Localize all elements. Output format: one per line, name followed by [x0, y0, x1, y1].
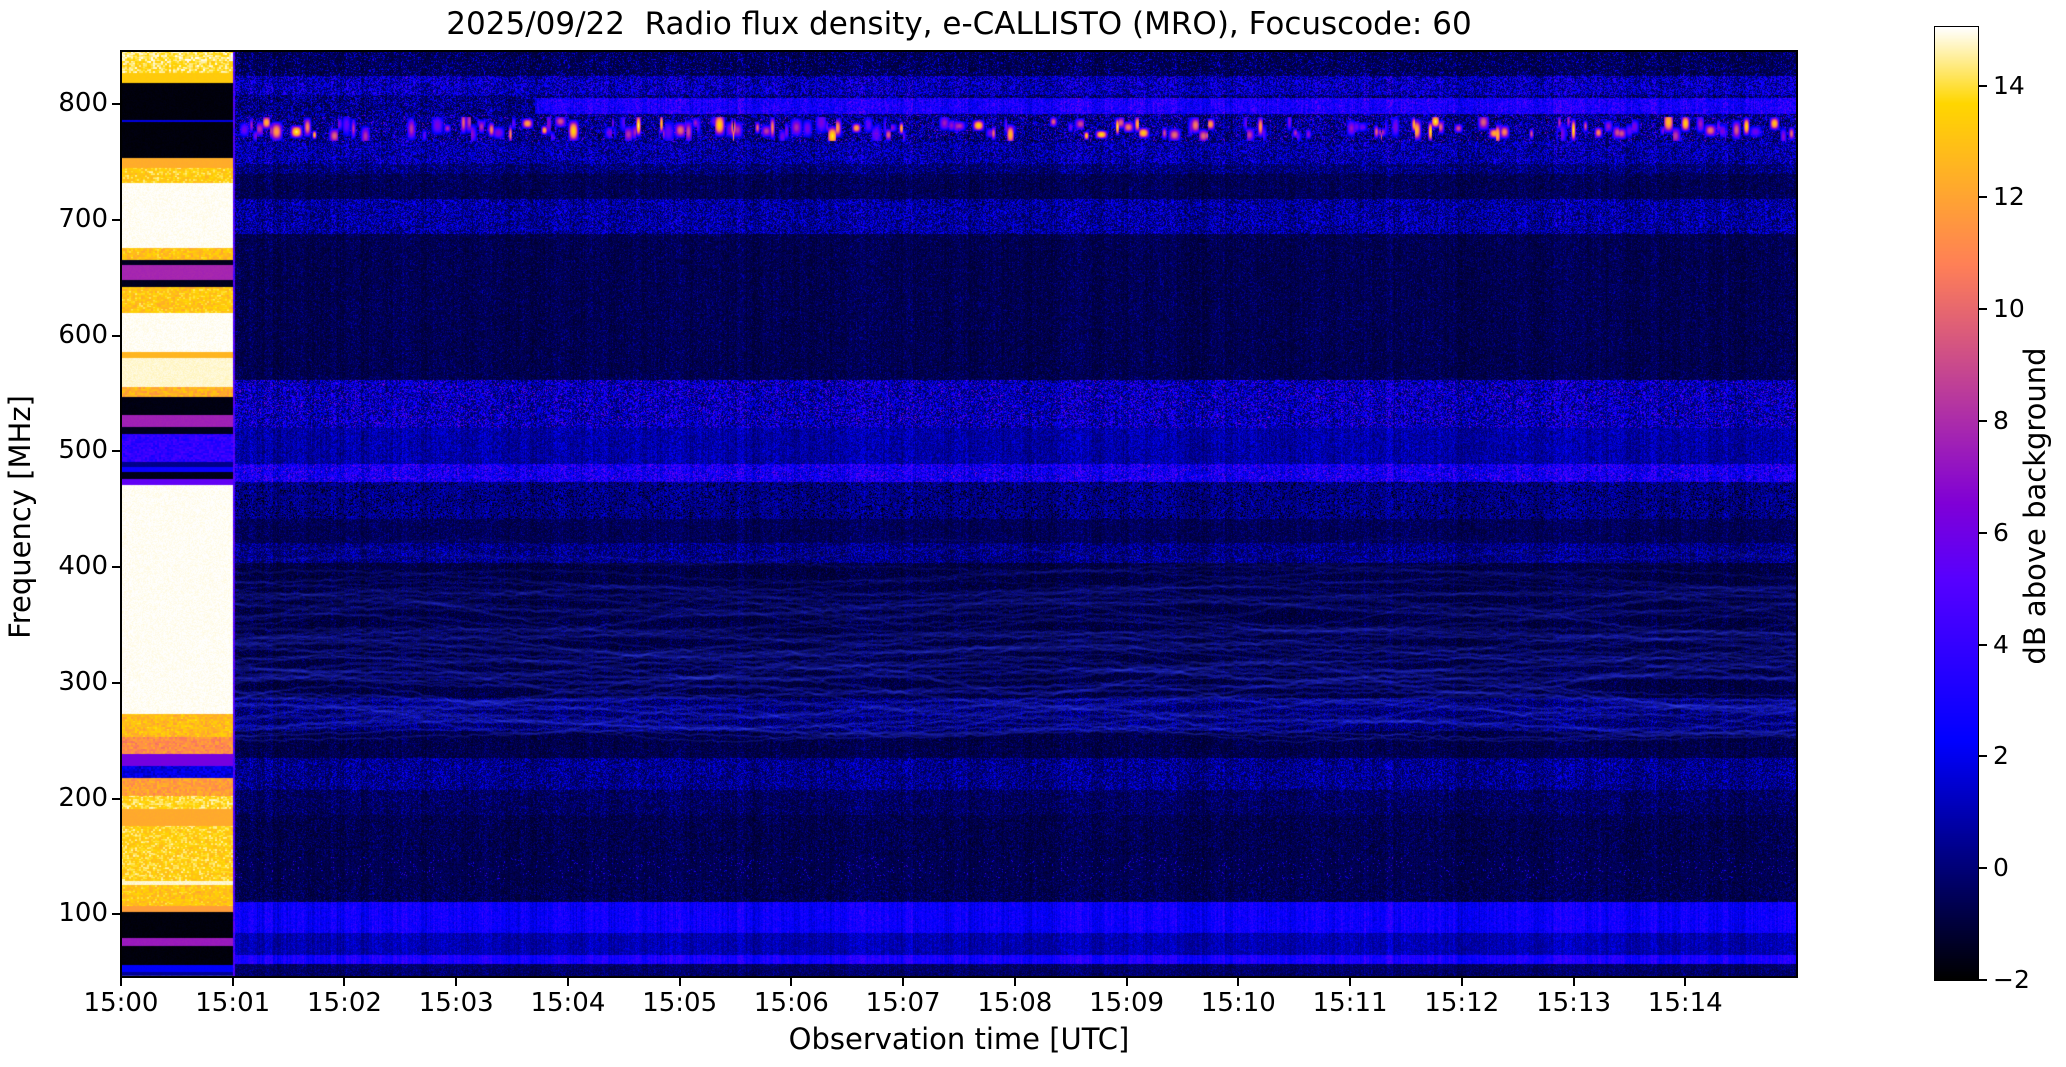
y-tick-label: 700: [58, 203, 108, 234]
y-tick-label: 500: [58, 435, 108, 466]
x-tick-label: 15:04: [530, 988, 606, 1018]
colorbar-tick-mark: [1979, 308, 1987, 311]
y-tick-mark: [112, 334, 121, 337]
colorbar-tick-label: 8: [1993, 406, 2009, 436]
x-tick-mark: [678, 978, 681, 986]
x-tick-mark: [343, 978, 346, 986]
x-tick-label: 15:14: [1647, 988, 1723, 1018]
x-tick-label: 15:02: [306, 988, 382, 1018]
x-axis-label: Observation time [UTC]: [788, 1022, 1130, 1056]
colorbar-label: dB above background: [2018, 347, 2052, 665]
x-tick-mark: [455, 978, 458, 986]
colorbar-tick-mark: [1979, 979, 1987, 981]
y-tick-label: 400: [58, 551, 108, 582]
x-tick-mark: [1572, 978, 1575, 986]
colorbar-tick-label: 4: [1993, 629, 2009, 659]
x-tick-label: 15:08: [977, 988, 1053, 1018]
colorbar-tick-label: 0: [1993, 853, 2009, 883]
x-tick-label: 15:00: [83, 988, 159, 1018]
spectrogram-image: [121, 51, 1797, 977]
x-tick-mark: [231, 978, 234, 986]
chart-title: 2025/09/22 Radio flux density, e-CALLIST…: [446, 6, 1472, 42]
colorbar-tick-mark: [1979, 643, 1987, 646]
x-tick-mark: [1349, 978, 1352, 986]
y-tick-label: 800: [58, 88, 108, 119]
x-tick-label: 15:07: [865, 988, 941, 1018]
y-tick-mark: [112, 103, 121, 106]
x-tick-mark: [902, 978, 905, 986]
x-tick-label: 15:05: [642, 988, 718, 1018]
colorbar-tick-mark: [1979, 420, 1987, 423]
y-tick-label: 300: [58, 666, 108, 697]
colorbar-tick-label: 12: [1993, 182, 2025, 212]
colorbar-tick-mark: [1979, 867, 1987, 870]
y-tick-mark: [112, 913, 121, 916]
y-tick-label: 200: [58, 782, 108, 813]
x-tick-label: 15:11: [1312, 988, 1388, 1018]
x-tick-mark: [1237, 978, 1240, 986]
y-tick-label: 100: [58, 898, 108, 929]
x-tick-label: 15:10: [1200, 988, 1276, 1018]
y-tick-mark: [112, 681, 121, 684]
x-tick-label: 15:09: [1089, 988, 1165, 1018]
colorbar-tick-label: 10: [1993, 294, 2025, 324]
x-tick-label: 15:06: [753, 988, 829, 1018]
y-tick-label: 600: [58, 319, 108, 350]
y-tick-mark: [112, 450, 121, 453]
x-tick-mark: [1013, 978, 1016, 986]
x-tick-mark: [1684, 978, 1687, 986]
x-tick-label: 15:01: [195, 988, 271, 1018]
y-tick-mark: [112, 566, 121, 569]
colorbar-tick-label: 14: [1993, 70, 2025, 100]
y-tick-mark: [112, 218, 121, 221]
x-tick-mark: [790, 978, 793, 986]
x-tick-mark: [566, 978, 569, 986]
colorbar-tick-label: 6: [1993, 517, 2009, 547]
colorbar-tick-mark: [1979, 84, 1987, 87]
colorbar-tick-mark: [1979, 755, 1987, 758]
y-tick-mark: [112, 797, 121, 800]
y-axis-label: Frequency [MHz]: [3, 395, 37, 639]
colorbar-tick-label: −2: [1993, 965, 2030, 994]
x-tick-mark: [1460, 978, 1463, 986]
colorbar-tick-mark: [1979, 531, 1987, 534]
colorbar-border: [1934, 26, 1979, 981]
colorbar-gradient: [1935, 27, 1978, 980]
x-tick-mark: [1125, 978, 1128, 986]
colorbar-tick-mark: [1979, 196, 1987, 199]
x-tick-mark: [120, 978, 122, 986]
plot-area-border: [120, 50, 1798, 978]
x-tick-label: 15:03: [418, 988, 494, 1018]
x-tick-label: 15:13: [1536, 988, 1611, 1018]
colorbar-tick-label: 2: [1993, 741, 2009, 771]
x-tick-label: 15:12: [1424, 988, 1500, 1018]
